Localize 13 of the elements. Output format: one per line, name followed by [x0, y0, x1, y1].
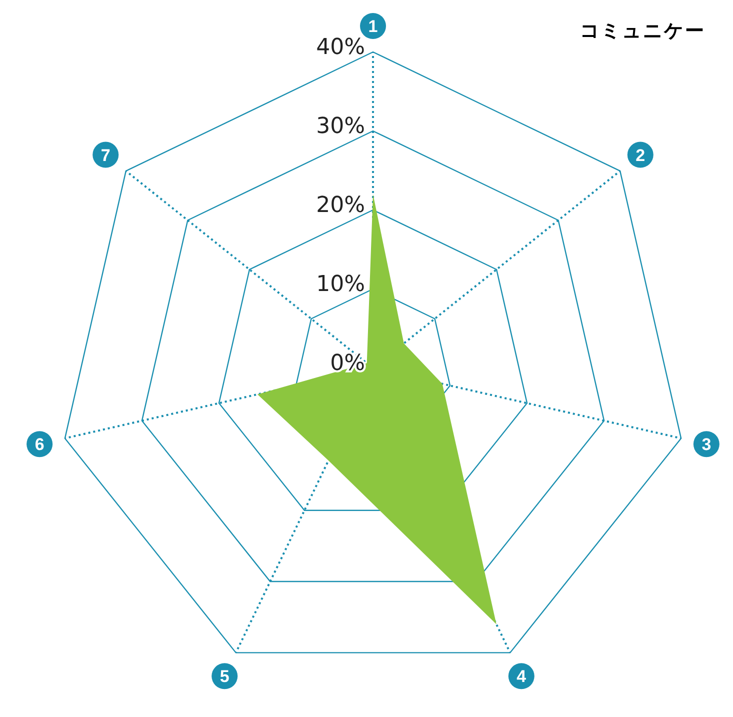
spoke-label: 7 — [100, 146, 110, 165]
spoke-label: 4 — [516, 667, 527, 686]
spoke-label: 6 — [34, 435, 44, 454]
y-tick-label: 0% — [330, 351, 365, 376]
spoke-label: 2 — [636, 146, 646, 165]
spoke-label: 5 — [220, 667, 230, 686]
spoke-label: 1 — [368, 17, 378, 36]
y-tick-label: 20% — [316, 193, 365, 218]
chart-title: コミュニケー — [580, 19, 706, 44]
y-tick-label: 40% — [316, 35, 365, 60]
spoke-label: 3 — [702, 435, 712, 454]
y-tick-label: 10% — [316, 272, 365, 297]
y-tick-label: 30% — [316, 114, 365, 139]
